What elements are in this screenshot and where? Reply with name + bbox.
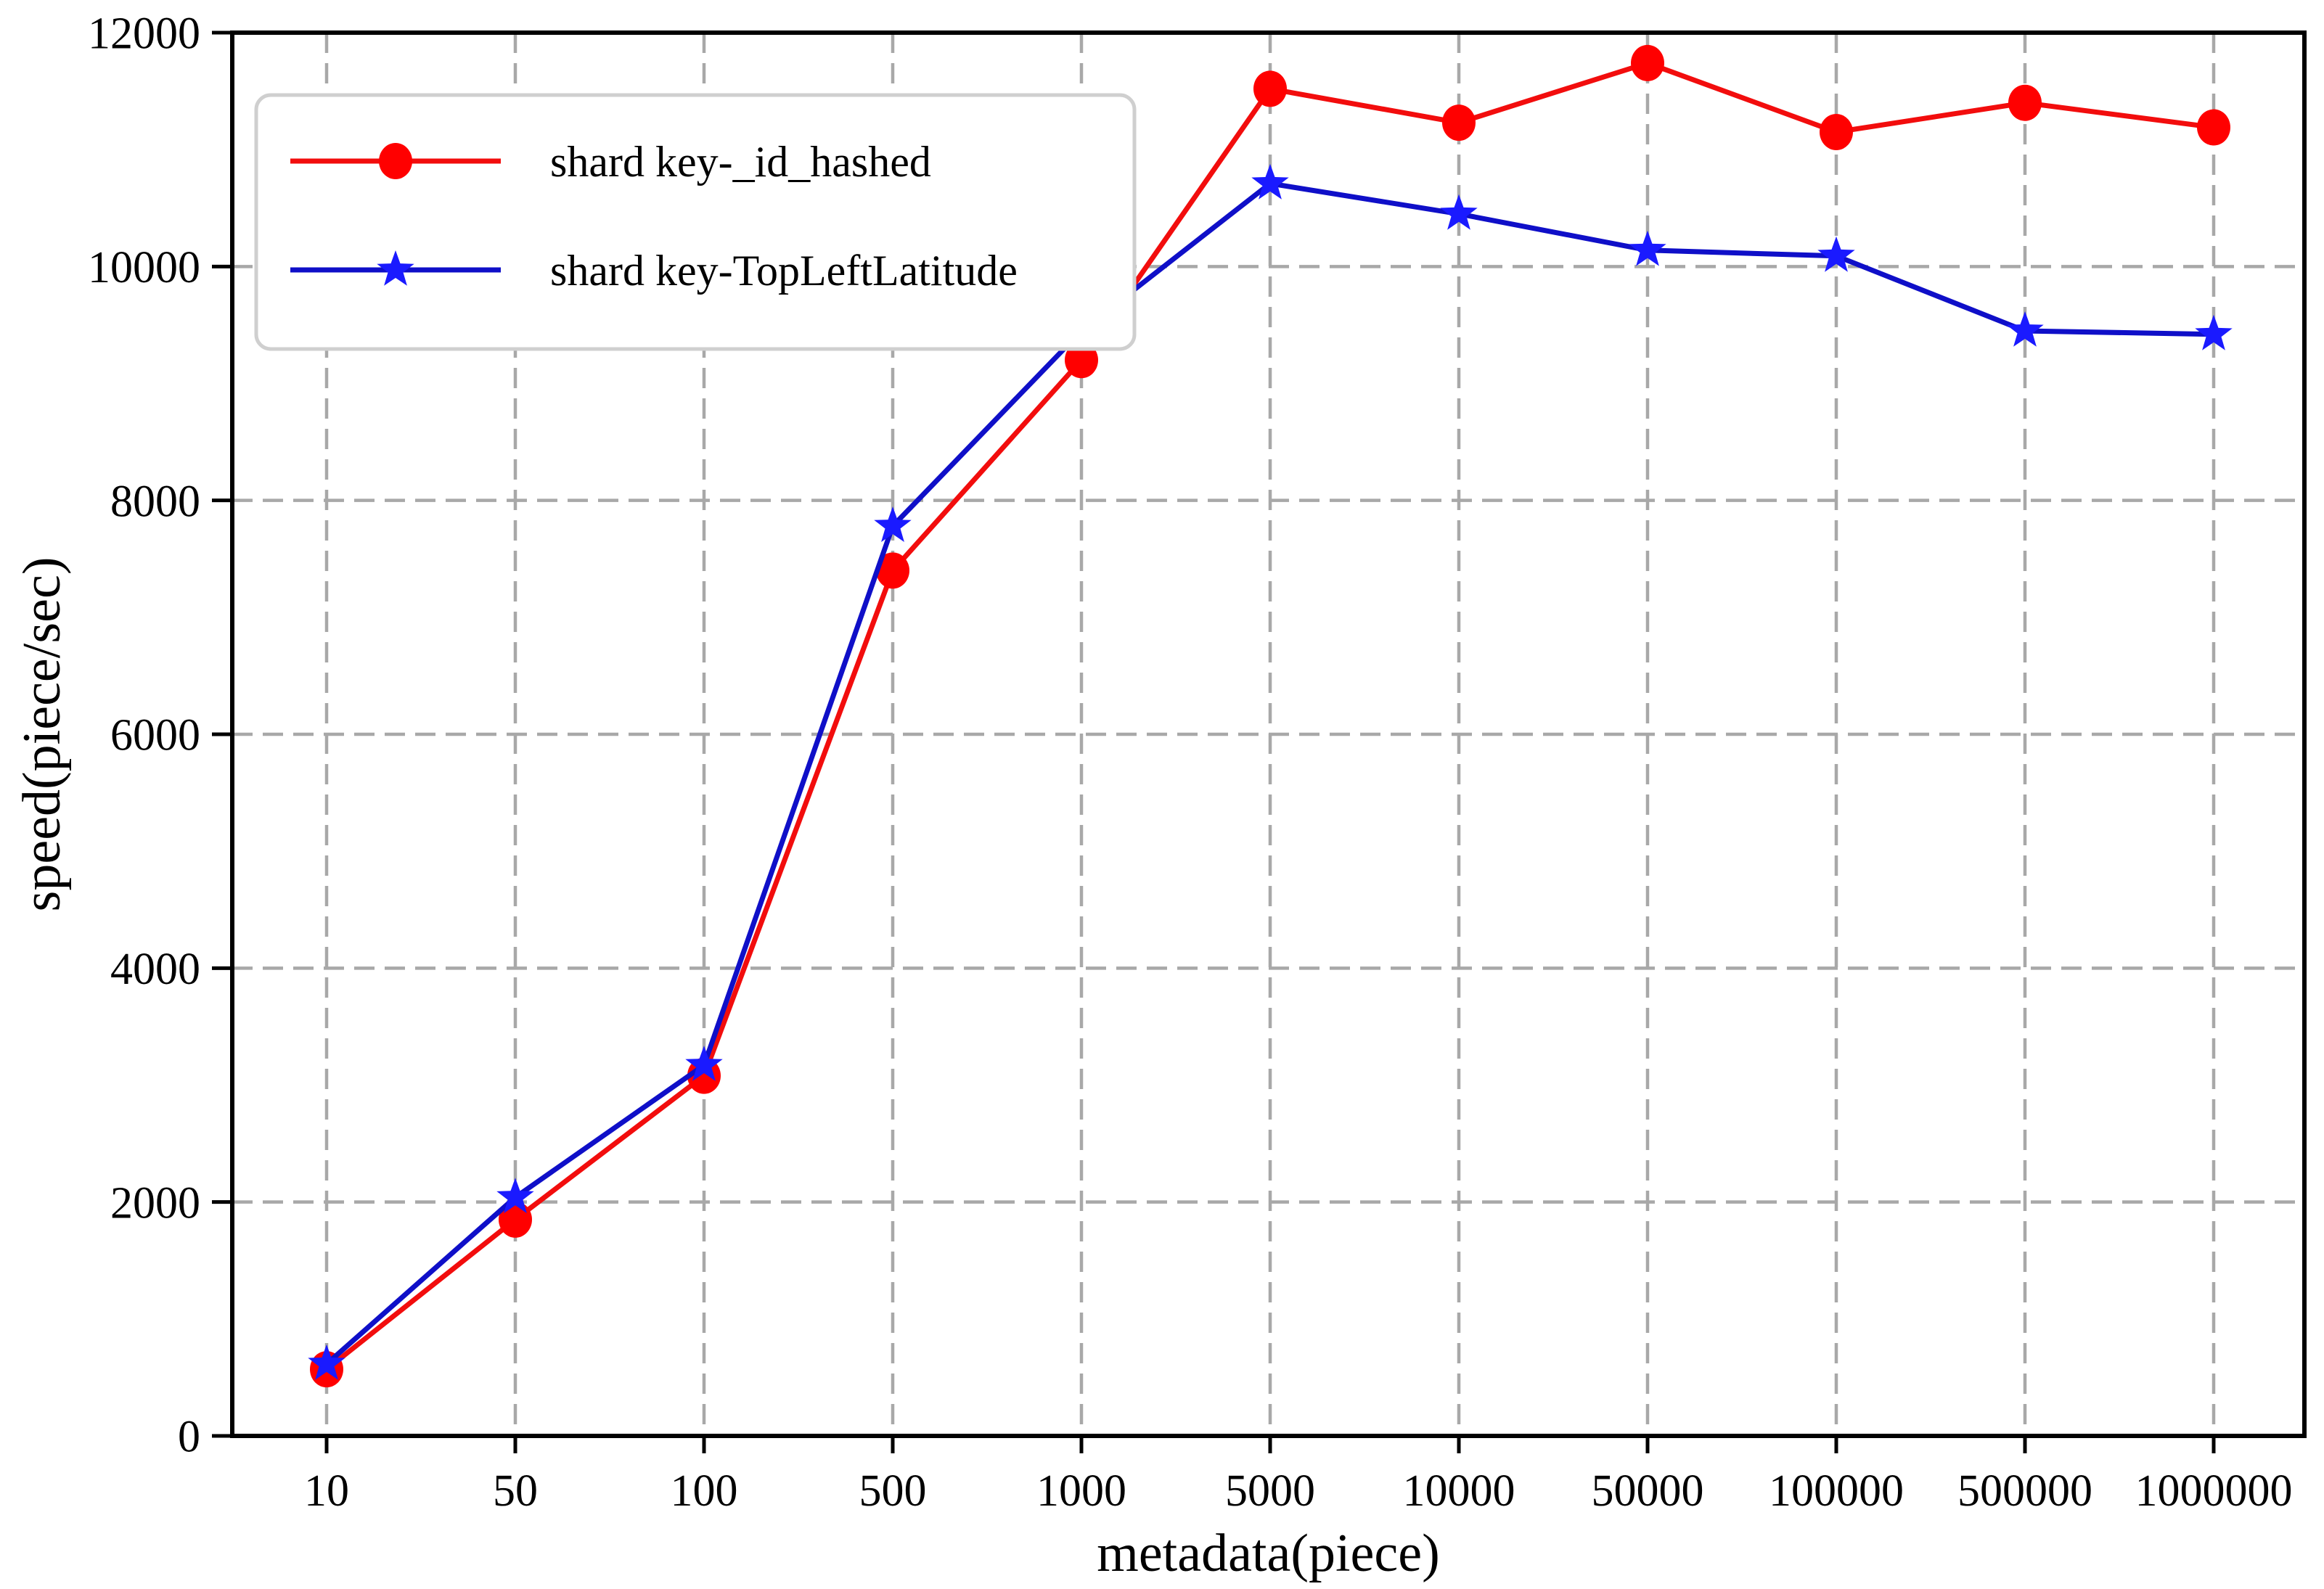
x-tick-label: 500: [859, 1466, 927, 1516]
data-point: [2008, 84, 2042, 121]
data-point: [1442, 104, 1476, 141]
x-tick-labels: 10 50 100 500 1000 5000 10000 50000 100000 500000…: [304, 1466, 2293, 1516]
data-point: [1817, 236, 1855, 272]
x-tick-label: 500000: [1957, 1466, 2092, 1516]
data-point: [876, 552, 909, 589]
data-point: [1065, 342, 1098, 379]
y-tick-label: 2000: [110, 1178, 200, 1228]
legend-entry-1: shard key-TopLeftLatitude: [290, 247, 1018, 295]
data-point: [308, 1344, 345, 1380]
x-tick-label: 100000: [1769, 1466, 1904, 1516]
y-tick-labels: 0 2000 4000 6000 8000 10000 12000: [88, 9, 200, 1462]
x-tick-label: 50000: [1592, 1466, 1704, 1516]
data-point: [2006, 311, 2044, 347]
y-tick-label: 10000: [88, 243, 200, 292]
legend-circle-marker-icon: [379, 143, 412, 179]
y-axis-title: speed(piece/sec): [12, 557, 72, 912]
data-point: [496, 1178, 534, 1214]
legend-label: shard key-_id_hashed: [550, 138, 931, 186]
data-point: [1631, 44, 1664, 81]
data-point: [2195, 314, 2233, 350]
data-point: [1440, 194, 1478, 230]
data-point: [1820, 113, 1853, 150]
y-tick-label: 8000: [110, 477, 200, 526]
x-tick-label: 10: [304, 1466, 349, 1516]
data-point: [1629, 230, 1666, 266]
y-tick-label: 0: [178, 1413, 200, 1462]
y-tick-label: 12000: [88, 9, 200, 59]
data-point: [874, 506, 912, 542]
data-point: [1251, 163, 1289, 200]
data-point: [2197, 109, 2230, 146]
y-tick-label: 6000: [110, 711, 200, 760]
tick-marks: [212, 30, 2216, 1453]
x-axis-title: metadata(piece): [1097, 1524, 1439, 1583]
legend-star-marker-icon: [377, 250, 414, 286]
data-point: [685, 1046, 723, 1081]
x-tick-label: 5000: [1225, 1466, 1315, 1516]
x-tick-label: 1000: [1036, 1466, 1126, 1516]
y-tick-label: 4000: [110, 945, 200, 994]
x-tick-label: 10000: [1403, 1466, 1515, 1516]
x-tick-label: 1000000: [2135, 1466, 2293, 1516]
data-point: [1253, 70, 1287, 107]
x-tick-label: 100: [671, 1466, 738, 1516]
legend-entry-0: shard key-_id_hashed: [290, 138, 931, 186]
legend-box: [254, 93, 1137, 351]
legend-label: shard key-TopLeftLatitude: [550, 247, 1018, 295]
x-tick-label: 50: [493, 1466, 538, 1516]
